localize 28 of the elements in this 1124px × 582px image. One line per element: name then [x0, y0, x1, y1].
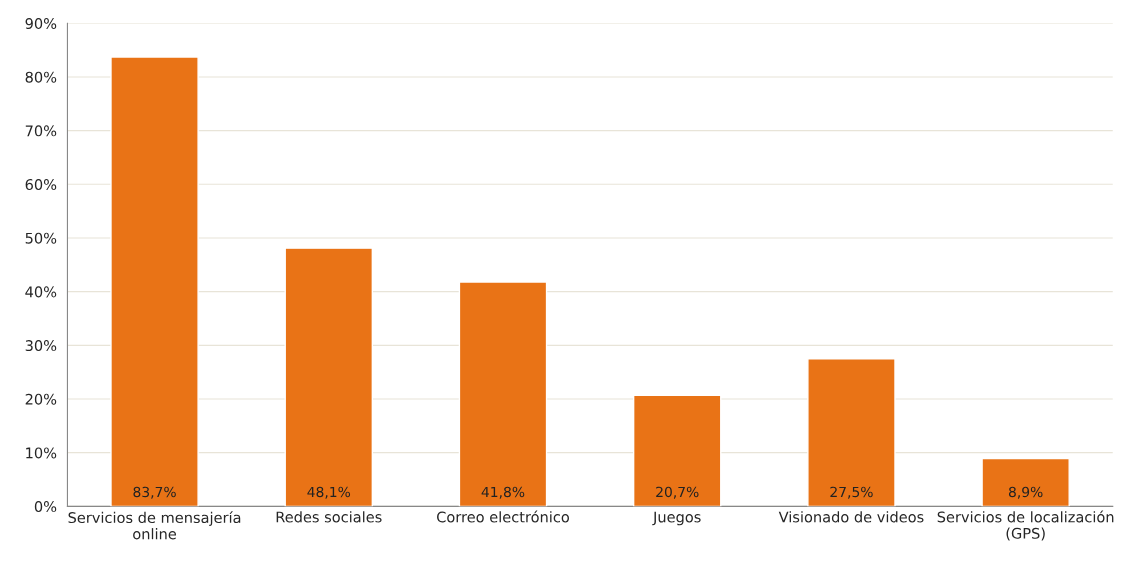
data-label: 8,9% [1008, 486, 1043, 499]
y-tick-label: 90% [25, 18, 57, 30]
bar [110, 56, 199, 507]
x-tick-label: Servicios de mensajería online [68, 511, 241, 540]
y-tick-label: 30% [25, 340, 57, 352]
y-tick-label: 40% [25, 286, 57, 298]
bar [632, 394, 722, 507]
y-tick-label: 0% [34, 501, 57, 513]
data-label: 41,8% [481, 486, 525, 499]
data-label: 48,1% [307, 486, 351, 499]
y-tick-label: 60% [25, 179, 57, 191]
x-tick-label: Visionado de videos [778, 511, 924, 523]
bar [981, 457, 1070, 507]
data-label: 20,7% [656, 486, 699, 499]
x-tick-label: Redes sociales [276, 511, 382, 523]
bar [458, 281, 548, 507]
x-tick-label: Correo electrónico [437, 510, 569, 523]
x-tick-label: Servicios de localización (GPS) [937, 510, 1114, 541]
bar [284, 247, 374, 507]
y-tick-label: 20% [25, 393, 57, 405]
y-tick-label: 80% [25, 71, 57, 83]
x-tick-label: Juegos [652, 511, 701, 526]
y-tick-label: 10% [26, 447, 57, 459]
data-label: 83,7% [133, 486, 176, 499]
bar [807, 358, 896, 507]
y-tick-label: 50% [25, 232, 57, 244]
data-label: 27,5% [830, 486, 873, 499]
y-tick-label: 70% [25, 125, 57, 137]
